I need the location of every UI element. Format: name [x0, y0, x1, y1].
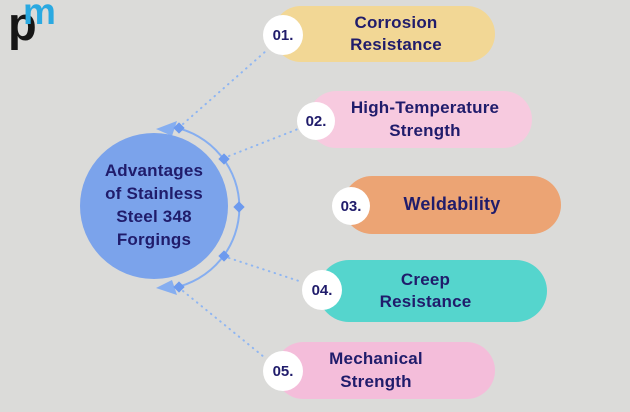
advantage-pill-1: 01. Corrosion Resistance	[263, 6, 495, 62]
item-number-1: 01.	[263, 15, 303, 55]
spoke-item-4	[228, 257, 303, 283]
item-label-3: Weldability	[403, 194, 501, 215]
spoke-item-5	[182, 290, 265, 358]
node-item-2	[218, 153, 230, 165]
item-label-4: Creep Resistance	[379, 269, 472, 311]
advantage-pill-3: 03. Weldability	[332, 176, 561, 234]
advantage-pill-4: 04. Creep Resistance	[302, 260, 547, 322]
item-number-2: 02.	[297, 102, 335, 140]
advantage-pill-2: 02. High-Temperature Strength	[297, 91, 532, 148]
logo-letter-p: p	[8, 0, 37, 50]
item-label-1: Corrosion Resistance	[350, 12, 442, 54]
arc-nodes	[173, 122, 245, 293]
brand-logo: p m	[2, 0, 62, 64]
item-label-5: Mechanical Strength	[329, 349, 423, 391]
item-number-5: 05.	[263, 351, 303, 391]
node-item-3	[233, 201, 245, 213]
item-number-4: 04.	[302, 270, 342, 310]
arrow-top-icon	[156, 121, 177, 136]
spoke-item-1	[182, 50, 267, 125]
arrow-bottom-icon	[156, 280, 177, 295]
item-number-3: 03.	[332, 187, 370, 225]
hub-title: Advantages of Stainless Steel 348 Forgin…	[104, 161, 204, 249]
advantage-pill-5: 05. Mechanical Strength	[263, 342, 495, 399]
node-item-5	[173, 281, 185, 293]
hub-circle: Advantages of Stainless Steel 348 Forgin…	[80, 133, 228, 279]
node-item-4	[218, 250, 230, 262]
logo-letter-m: m	[23, 0, 56, 32]
item-label-2: High-Temperature Strength	[350, 98, 500, 140]
spoke-item-2	[228, 128, 299, 157]
